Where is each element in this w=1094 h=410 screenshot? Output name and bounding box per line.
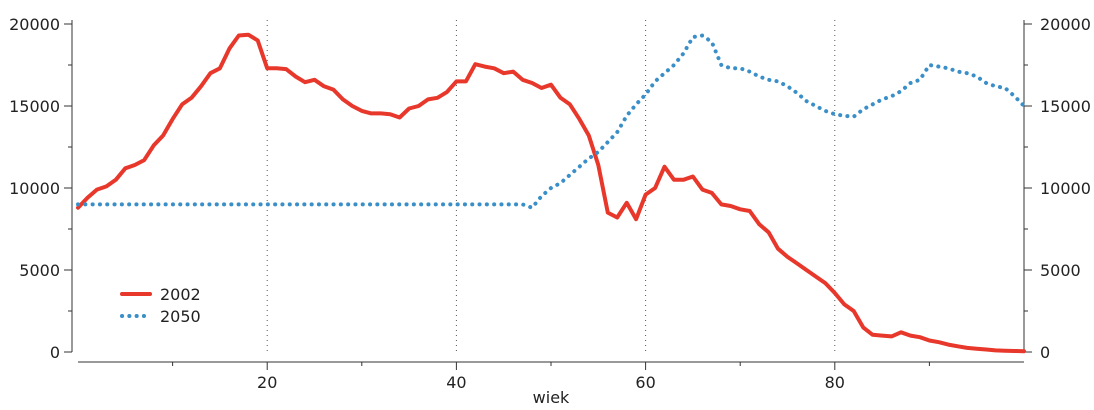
y-right-tick-label-10000: 10000	[1040, 179, 1091, 198]
y-left-tick-label-10000: 10000	[9, 179, 60, 198]
series-line-2050	[76, 33, 1026, 210]
y-left-tick-label-0: 0	[50, 343, 60, 362]
x-tick-label-40: 40	[446, 373, 466, 392]
y-left-tick-label-15000: 15000	[9, 97, 60, 116]
x-ticks: 20 40 60 80	[172, 362, 930, 392]
left-y-ticks: 0 5000 10000 15000 20000	[9, 15, 72, 362]
legend: 2002 2050	[120, 285, 201, 326]
x-tick-label-60: 60	[635, 373, 655, 392]
y-right-tick-label-5000: 5000	[1040, 261, 1081, 280]
right-y-ticks: 0 5000 10000 15000 20000	[1024, 15, 1091, 362]
series-line-2002	[76, 32, 1026, 354]
x-tick-label-80: 80	[825, 373, 845, 392]
legend-label-2050: 2050	[160, 307, 201, 326]
legend-label-2002: 2002	[160, 285, 201, 304]
grid-lines	[266, 20, 836, 352]
y-left-tick-label-20000: 20000	[9, 15, 60, 34]
y-left-tick-label-5000: 5000	[19, 261, 60, 280]
y-right-tick-label-15000: 15000	[1040, 97, 1091, 116]
y-right-tick-label-0: 0	[1040, 343, 1050, 362]
x-axis-label: wiek	[533, 388, 570, 407]
x-tick-label-20: 20	[257, 373, 277, 392]
y-right-tick-label-20000: 20000	[1040, 15, 1091, 34]
series-lines	[76, 32, 1026, 354]
